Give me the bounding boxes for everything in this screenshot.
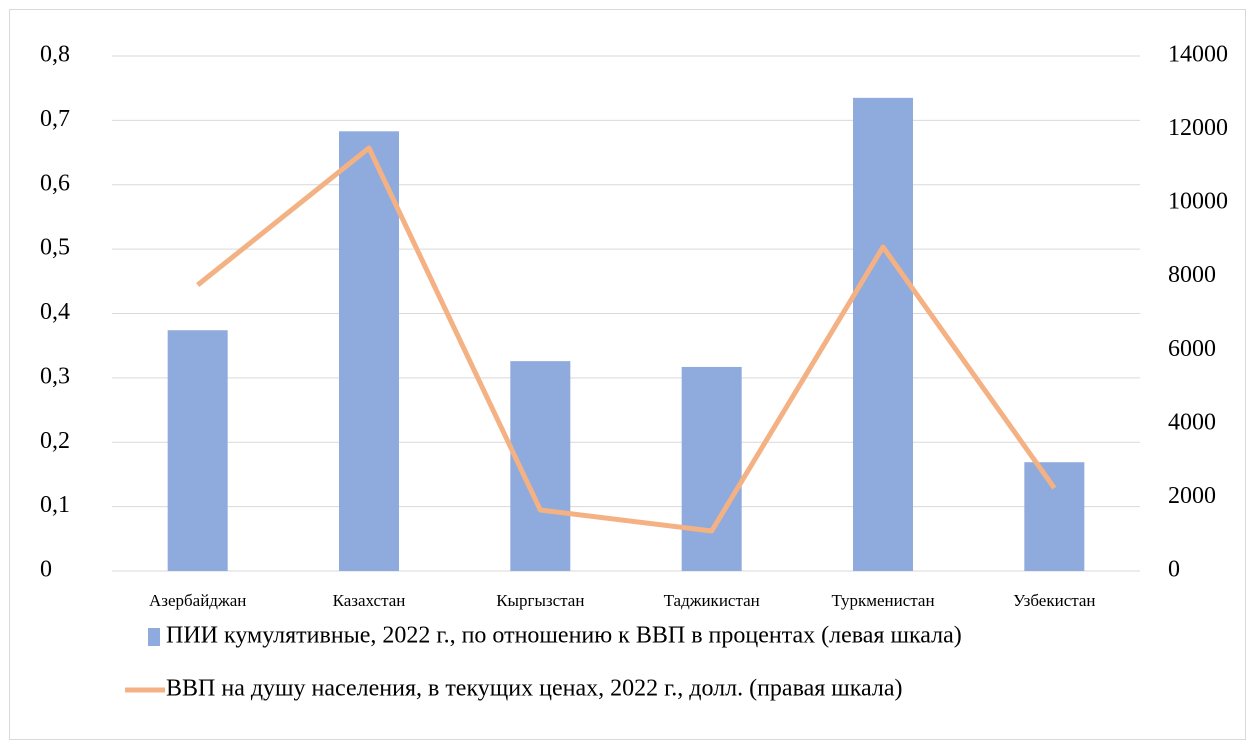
y2-tick-label: 10000	[1168, 189, 1228, 215]
x-tick-label: Туркменистан	[831, 591, 934, 610]
y-tick-label: 0,1	[40, 492, 70, 518]
x-tick-label: Казахстан	[333, 591, 406, 610]
y-tick-label: 0,7	[40, 106, 70, 132]
bar	[167, 330, 228, 571]
bar	[339, 131, 399, 571]
y2-tick-label: 14000	[1168, 42, 1228, 68]
y-tick-label: 0	[40, 557, 52, 583]
bar	[1024, 462, 1085, 571]
bar	[681, 366, 742, 571]
y2-tick-label: 2000	[1168, 483, 1216, 509]
y-tick-label: 0,6	[40, 170, 70, 196]
x-tick-label: Азербайджан	[149, 591, 246, 610]
legend-label: ПИИ кумулятивные, 2022 г., по отношению …	[166, 623, 962, 649]
y-tick-label: 0,8	[40, 42, 70, 68]
y-tick-label: 0,4	[40, 299, 70, 325]
y-tick-label: 0,2	[40, 428, 70, 454]
y2-tick-label: 0	[1168, 557, 1180, 583]
y-tick-label: 0,5	[40, 235, 70, 261]
x-tick-label: Кыргызстан	[496, 591, 584, 610]
bar	[853, 97, 913, 571]
y2-tick-label: 6000	[1168, 336, 1216, 362]
legend-swatch	[148, 628, 160, 646]
legend-label: ВВП на душу населения, в текущих ценах, …	[166, 676, 903, 702]
line	[196, 145, 1057, 534]
y2-tick-label: 4000	[1168, 409, 1216, 435]
y-tick-label: 0,3	[40, 363, 70, 389]
x-tick-label: Узбекистан	[1013, 591, 1095, 610]
y2-tick-label: 12000	[1168, 115, 1228, 141]
y2-tick-label: 8000	[1168, 262, 1216, 288]
x-tick-label: Таджикистан	[664, 591, 760, 610]
